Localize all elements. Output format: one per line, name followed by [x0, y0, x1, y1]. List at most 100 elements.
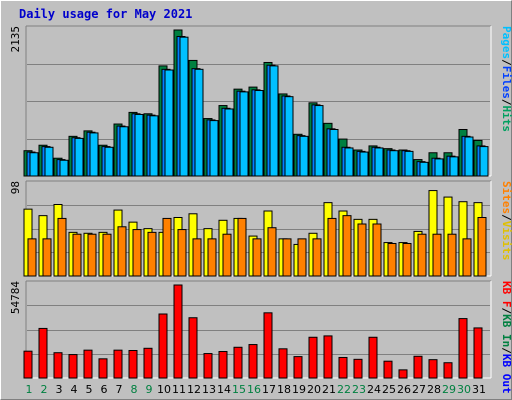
bar-pages-day-21	[329, 128, 339, 177]
bar-pages-day-31	[479, 146, 489, 177]
bar-kb-f-day-7	[113, 349, 123, 379]
bar-kb-f-day-12	[188, 317, 198, 379]
x-tick-label-day-17: 17	[262, 383, 276, 396]
bar-sites-day-8	[132, 229, 142, 277]
bar-sites-day-10	[162, 217, 172, 277]
bar-sites-day-29	[447, 233, 457, 277]
bar-pages-day-23	[359, 151, 369, 177]
bar-kb-f-day-26	[398, 369, 408, 379]
bar-kb-f-day-8	[128, 349, 138, 379]
bar-sites-day-12	[192, 238, 202, 277]
x-tick-label-day-29: 29	[442, 383, 456, 396]
legend-entry-sites: Sites	[500, 181, 512, 214]
bar-sites-day-1	[27, 238, 37, 277]
bar-kb-f-day-29	[443, 362, 453, 379]
bar-pages-day-17	[269, 65, 279, 177]
chart-panel-2: 98 Sites/Visits	[9, 180, 512, 277]
x-tick-label-day-8: 8	[131, 383, 138, 396]
bar-sites-day-14	[222, 233, 232, 277]
chart-panel-1: 2135 Pages/Files/Hits	[9, 25, 512, 177]
bar-pages-day-29	[449, 156, 459, 177]
y-axis-max-label: 2135	[9, 26, 22, 53]
bar-sites-day-9	[147, 231, 157, 277]
legend-entry-kb-out: KB Out	[500, 354, 512, 394]
bar-kb-f-day-21	[323, 335, 333, 379]
bar-sites-day-24	[372, 223, 382, 277]
bar-sites-day-26	[402, 243, 412, 277]
x-tick-label-day-28: 28	[427, 383, 441, 396]
bar-kb-f-day-3	[53, 352, 63, 379]
x-tick-label-day-9: 9	[146, 383, 153, 396]
bar-kb-f-day-20	[308, 336, 318, 379]
x-tick-label-day-21: 21	[322, 383, 336, 396]
bar-pages-day-26	[404, 150, 414, 177]
y-axis-max-label: 54784	[9, 281, 22, 314]
bar-kb-f-day-27	[413, 355, 423, 379]
bar-kb-f-day-10	[158, 313, 168, 379]
bar-kb-f-day-6	[98, 358, 108, 379]
bar-kb-f-day-18	[278, 348, 288, 379]
bar-kb-f-day-14	[218, 351, 228, 379]
legend-separator: /	[500, 308, 512, 315]
x-tick-label-day-2: 2	[41, 383, 48, 396]
bar-sites-day-11	[177, 229, 187, 277]
bar-pages-day-7	[119, 126, 129, 177]
bar-pages-day-9	[149, 115, 159, 177]
bar-kb-f-day-16	[248, 344, 258, 379]
x-tick-label-day-19: 19	[292, 383, 306, 396]
bar-sites-day-23	[357, 223, 367, 277]
bar-pages-day-18	[284, 96, 294, 177]
bar-sites-day-3	[57, 217, 67, 277]
x-tick-label-day-30: 30	[457, 383, 471, 396]
chart-panel-3: 54784 KB F/KB In/KB Out	[9, 280, 512, 394]
bar-sites-day-22	[342, 215, 352, 277]
bar-sites-day-25	[387, 243, 397, 277]
bar-pages-day-8	[134, 113, 144, 177]
x-tick-label-day-11: 11	[172, 383, 186, 396]
x-tick-label-day-15: 15	[232, 383, 246, 396]
bar-kb-f-day-17	[263, 312, 273, 379]
bar-pages-day-28	[434, 158, 444, 177]
bar-kb-f-day-5	[83, 349, 93, 379]
bar-pages-day-22	[344, 147, 354, 177]
bar-sites-day-2	[42, 238, 52, 277]
x-tick-label-day-5: 5	[86, 383, 93, 396]
x-tick-label-day-27: 27	[412, 383, 426, 396]
bar-pages-day-2	[44, 146, 54, 177]
bar-pages-day-25	[389, 150, 399, 177]
x-tick-label-day-16: 16	[247, 383, 261, 396]
bar-kb-f-day-1	[23, 350, 33, 379]
bar-pages-day-5	[89, 132, 99, 177]
bar-kb-f-day-31	[473, 327, 483, 379]
bar-sites-day-19	[297, 238, 307, 277]
bar-sites-day-15	[237, 217, 247, 277]
bar-sites-day-21	[327, 217, 337, 277]
bar-sites-day-20	[312, 238, 322, 277]
bar-pages-day-4	[74, 137, 84, 177]
x-tick-label-day-1: 1	[26, 383, 33, 396]
bar-pages-day-27	[419, 161, 429, 177]
legend-entry-visits: Visits	[500, 221, 512, 261]
legend: Pages/Files/Hits	[500, 26, 512, 132]
bar-sites-day-16	[252, 238, 262, 277]
bar-sites-day-28	[432, 233, 442, 277]
bar-pages-day-13	[209, 120, 219, 177]
bar-sites-day-30	[462, 238, 472, 277]
bar-kb-f-day-25	[383, 360, 393, 379]
bar-pages-day-1	[29, 152, 39, 177]
legend-entry-kb-f: KB F	[500, 281, 512, 308]
x-tick-label-day-26: 26	[397, 383, 411, 396]
legend-separator: /	[500, 59, 512, 66]
bar-kb-f-day-19	[293, 356, 303, 379]
x-tick-label-day-14: 14	[217, 383, 231, 396]
x-tick-label-day-6: 6	[101, 383, 108, 396]
legend-separator: /	[500, 347, 512, 354]
bar-sites-day-6	[102, 233, 112, 277]
legend-entry-hits: Hits	[500, 106, 512, 133]
legend-separator: /	[500, 99, 512, 106]
bar-pages-day-11	[179, 36, 189, 177]
bar-kb-f-day-23	[353, 358, 363, 379]
x-tick-label-day-18: 18	[277, 383, 291, 396]
bar-kb-f-day-22	[338, 356, 348, 379]
